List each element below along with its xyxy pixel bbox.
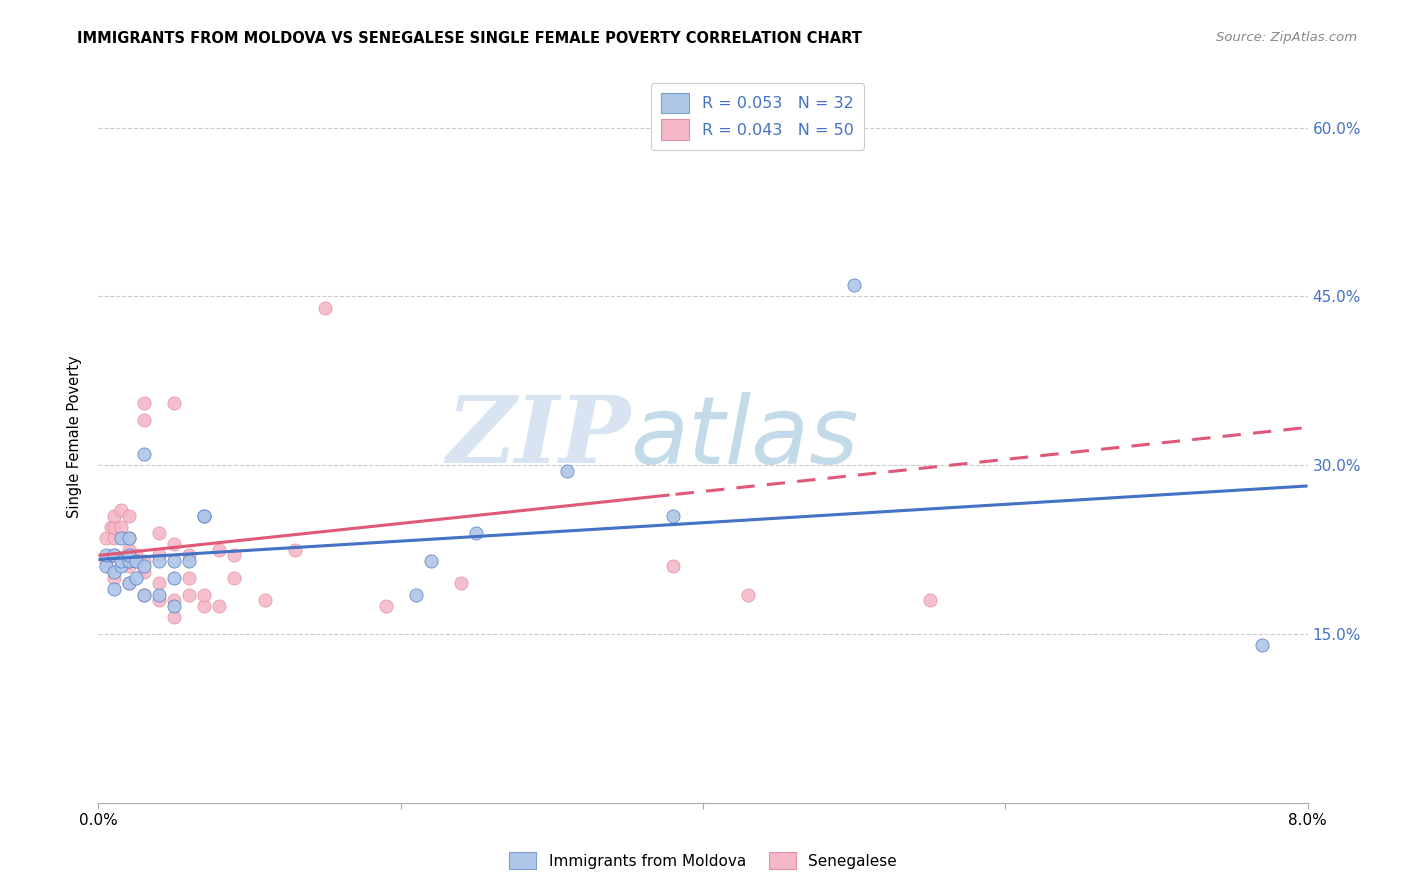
Point xyxy=(405,588,427,602)
Text: ZIP: ZIP xyxy=(446,392,630,482)
Point xyxy=(737,588,759,602)
Point xyxy=(148,588,170,602)
Point xyxy=(1251,638,1274,652)
Point xyxy=(193,599,215,613)
Point xyxy=(465,525,488,540)
Point xyxy=(100,520,122,534)
Point xyxy=(253,593,276,607)
Point xyxy=(148,525,170,540)
Point xyxy=(844,278,866,293)
Point xyxy=(163,593,186,607)
Point xyxy=(103,548,125,562)
Point xyxy=(103,582,125,596)
Point xyxy=(94,559,117,574)
Point xyxy=(224,548,246,562)
Point xyxy=(844,126,866,140)
Point xyxy=(163,537,186,551)
Point xyxy=(374,599,396,613)
Point xyxy=(125,571,148,585)
Point xyxy=(110,554,132,568)
Point xyxy=(110,520,132,534)
Point xyxy=(132,396,155,410)
Text: atlas: atlas xyxy=(630,392,859,483)
Point xyxy=(163,571,186,585)
Point xyxy=(110,503,132,517)
Point xyxy=(118,548,141,562)
Point xyxy=(148,548,170,562)
Point xyxy=(118,559,141,574)
Point xyxy=(94,554,117,568)
Point xyxy=(110,559,132,574)
Point xyxy=(450,576,472,591)
Point xyxy=(163,610,186,624)
Point xyxy=(132,588,155,602)
Point xyxy=(163,599,186,613)
Point xyxy=(125,554,148,568)
Point xyxy=(118,542,141,557)
Point xyxy=(179,548,201,562)
Point xyxy=(148,554,170,568)
Point xyxy=(132,554,155,568)
Y-axis label: Single Female Poverty: Single Female Poverty xyxy=(67,356,83,518)
Point xyxy=(661,559,683,574)
Point xyxy=(193,588,215,602)
Point xyxy=(148,593,170,607)
Point xyxy=(103,508,125,523)
Point xyxy=(555,464,578,478)
Point xyxy=(132,588,155,602)
Point xyxy=(118,548,141,562)
Point xyxy=(132,447,155,461)
Point xyxy=(420,554,443,568)
Point xyxy=(132,413,155,427)
Point xyxy=(103,532,125,546)
Point xyxy=(94,548,117,562)
Point xyxy=(118,576,141,591)
Point xyxy=(224,571,246,585)
Point xyxy=(208,599,231,613)
Point xyxy=(118,554,141,568)
Point xyxy=(94,532,117,546)
Point xyxy=(103,520,125,534)
Point xyxy=(314,301,336,315)
Legend: R = 0.053   N = 32, R = 0.043   N = 50: R = 0.053 N = 32, R = 0.043 N = 50 xyxy=(651,83,863,150)
Point xyxy=(179,588,201,602)
Point xyxy=(193,508,215,523)
Point xyxy=(118,532,141,546)
Point xyxy=(179,571,201,585)
Point xyxy=(125,548,148,562)
Legend: Immigrants from Moldova, Senegalese: Immigrants from Moldova, Senegalese xyxy=(503,846,903,875)
Point xyxy=(103,571,125,585)
Point xyxy=(110,532,132,546)
Point xyxy=(284,542,307,557)
Point xyxy=(118,554,141,568)
Point xyxy=(148,576,170,591)
Point xyxy=(103,565,125,579)
Point xyxy=(163,396,186,410)
Point xyxy=(132,565,155,579)
Point xyxy=(125,554,148,568)
Point xyxy=(103,548,125,562)
Point xyxy=(179,554,201,568)
Point xyxy=(193,508,215,523)
Point xyxy=(118,508,141,523)
Point xyxy=(132,559,155,574)
Point xyxy=(163,554,186,568)
Point xyxy=(118,532,141,546)
Point xyxy=(661,508,683,523)
Point xyxy=(918,593,941,607)
Text: IMMIGRANTS FROM MOLDOVA VS SENEGALESE SINGLE FEMALE POVERTY CORRELATION CHART: IMMIGRANTS FROM MOLDOVA VS SENEGALESE SI… xyxy=(77,31,862,46)
Point xyxy=(118,576,141,591)
Text: Source: ZipAtlas.com: Source: ZipAtlas.com xyxy=(1216,31,1357,45)
Point xyxy=(208,542,231,557)
